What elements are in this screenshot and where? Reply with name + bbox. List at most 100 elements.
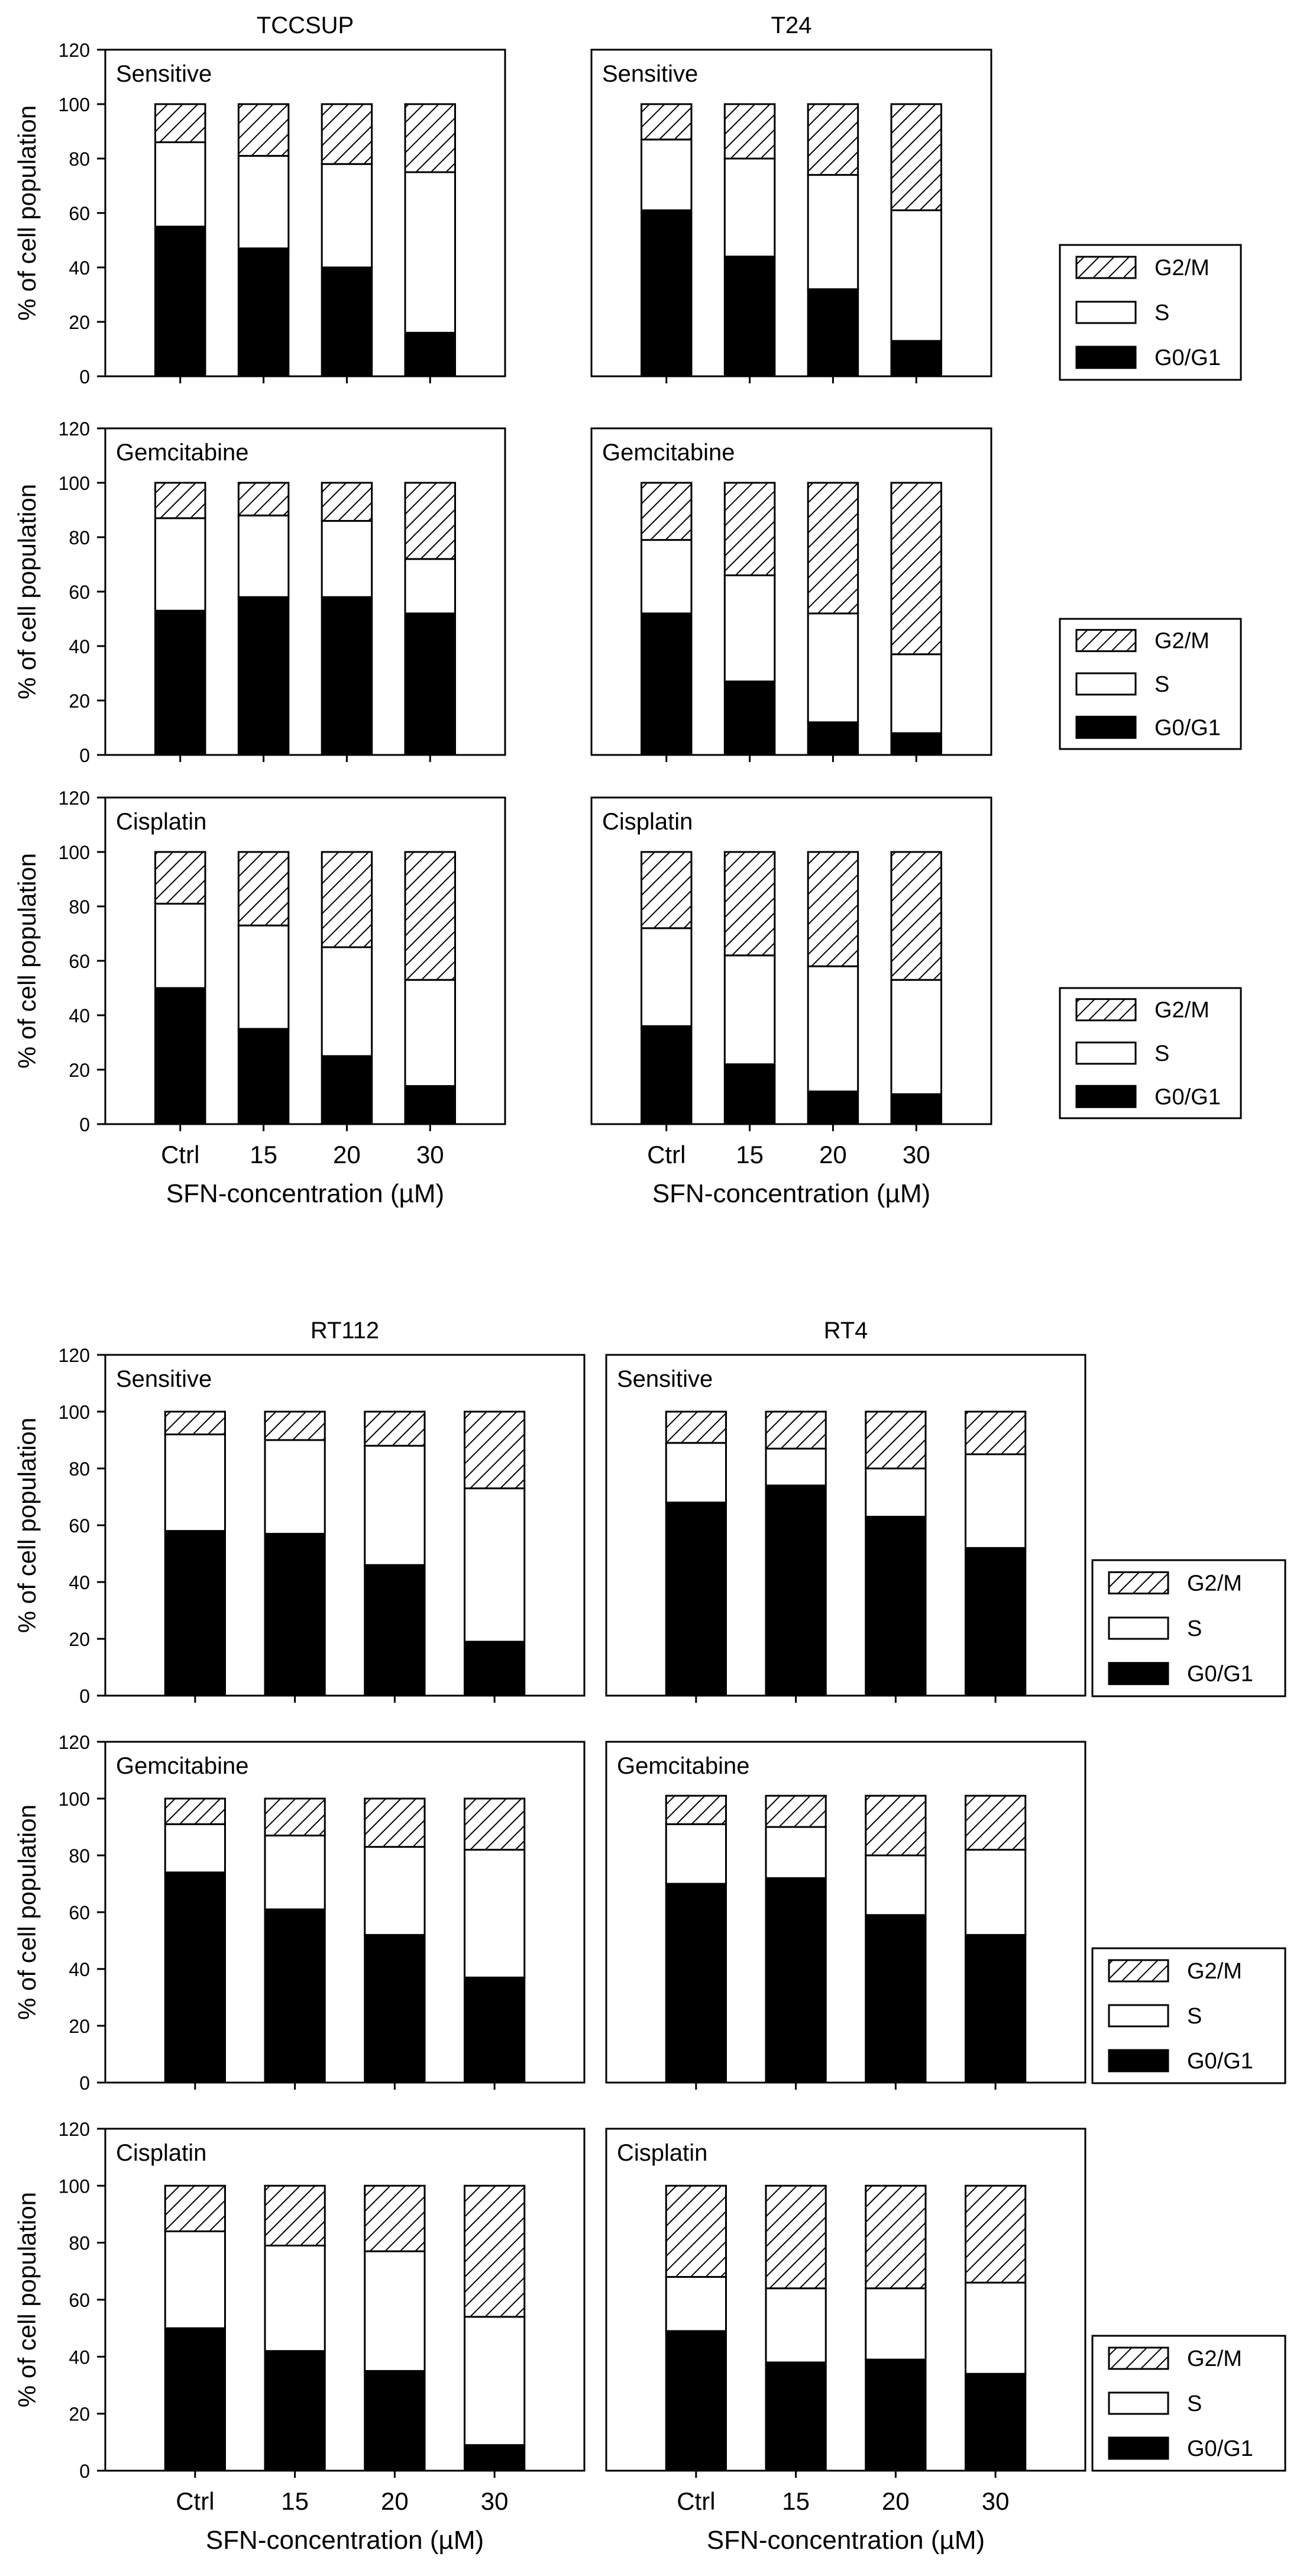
bar-s-15 [723, 954, 776, 1066]
y-tick-label: 20 [69, 1629, 90, 1650]
bar-s-30 [890, 979, 942, 1095]
bar-s-15 [237, 514, 290, 598]
y-tick-label: 60 [69, 203, 90, 224]
bar-s-30 [965, 1453, 1027, 1549]
bar-s-15 [723, 157, 776, 258]
bar-g0g1-15 [237, 1028, 290, 1125]
bar-g0g1-20 [321, 596, 373, 756]
y-tick-label: 60 [69, 2290, 90, 2311]
bar-g2m-20 [865, 1794, 927, 1857]
panel-4: Gemcitabine [590, 427, 992, 762]
bar-g0g1-30 [464, 2444, 526, 2472]
panel-label: Cisplatin [602, 809, 693, 835]
x-tick-label: 30 [982, 2487, 1010, 2515]
bar-s-30 [404, 171, 456, 334]
y-tick-label: 80 [69, 527, 90, 548]
legend-label: G2/M [1187, 2346, 1242, 2371]
bar-g2m-20 [865, 2184, 927, 2290]
y-tick-label: 40 [69, 1005, 90, 1026]
bar-s-20 [865, 2287, 927, 2361]
bar-g2m-15 [765, 1794, 827, 1828]
legend-label: G2/M [1155, 998, 1210, 1023]
legend-label: G0/G1 [1187, 2049, 1253, 2074]
bar-g2m-30 [464, 1797, 526, 1851]
bar-g2m-15 [723, 851, 776, 957]
bar-g0g1-ctrl [641, 209, 693, 377]
legend-label: S [1155, 301, 1169, 325]
legend-swatch-s [1075, 672, 1137, 696]
legend-label: S [1187, 1616, 1202, 1641]
bar-s-20 [364, 2250, 426, 2372]
x-tick-label: Ctrl [161, 1141, 199, 1168]
y-tick-label: 20 [69, 312, 90, 333]
bar-g0g1-20 [865, 1516, 927, 1697]
bar-s-20 [865, 1467, 927, 1518]
bar-g0g1-30 [890, 732, 942, 756]
y-tick-label: 20 [69, 690, 90, 712]
y-tick-label: 0 [79, 2073, 90, 2094]
y-tick-label: 0 [79, 366, 90, 388]
bar-g0g1-ctrl [665, 1883, 727, 2084]
bar-g2m-20 [321, 103, 373, 165]
bar-s-ctrl [641, 138, 693, 211]
bar-g2m-ctrl [665, 1410, 727, 1444]
y-tick-label: 100 [59, 94, 90, 115]
bar-g2m-ctrl [641, 851, 693, 929]
bar-g2m-20 [364, 1410, 426, 1447]
bar-g0g1-15 [237, 596, 290, 756]
legend-swatch-g0g1 [1075, 1084, 1137, 1108]
panel-label: Sensitive [116, 1366, 212, 1392]
column-title: RT112 [311, 1318, 379, 1344]
bar-g2m-30 [404, 103, 456, 173]
bar-g2m-20 [364, 1797, 426, 1848]
y-tick-label: 20 [69, 2404, 90, 2425]
y-axis-label: % of cell population [13, 484, 41, 699]
legend-label: G0/G1 [1187, 1662, 1253, 1687]
panel-5: Cisplatin 0 20 40 60 80 100 120 % of cell popula… [13, 787, 506, 1208]
bar-g2m-30 [965, 2184, 1027, 2284]
y-tick-label: 0 [79, 745, 90, 766]
plot-frame [590, 427, 992, 756]
bar-g0g1-20 [865, 1914, 927, 2084]
bar-s-30 [890, 209, 942, 342]
x-tick-label: 15 [736, 1141, 764, 1168]
plot-frame [605, 1354, 1086, 1697]
legend-swatch-s [1075, 1041, 1137, 1065]
bar-g0g1-30 [464, 1976, 526, 2084]
x-tick-label: 30 [903, 1141, 930, 1168]
y-tick-label: 80 [69, 149, 90, 170]
y-tick-label: 100 [59, 2175, 90, 2197]
y-tick-label: 80 [69, 2233, 90, 2254]
bar-g0g1-ctrl [154, 225, 206, 377]
panel-10: Gemcitabine [605, 1741, 1086, 2090]
bar-s-15 [264, 1834, 326, 1910]
panel-11: Cisplatin 0 20 40 60 80 100 120 % of cell popula… [13, 2119, 586, 2555]
bar-s-30 [464, 1487, 526, 1643]
y-tick-label: 60 [69, 1902, 90, 1923]
x-axis-label: SFN-concentration (µM) [206, 2526, 484, 2555]
panel-7: RT112 Sensitive 0 20 40 60 80 100 120 % of cell p… [13, 1318, 586, 1707]
y-axis-label: % of cell population [13, 2192, 41, 2407]
legend-swatch-s [1075, 301, 1137, 324]
bar-s-30 [464, 1848, 526, 1978]
bar-s-15 [264, 1439, 326, 1535]
bar-g0g1-ctrl [665, 2330, 727, 2472]
x-tick-label: 30 [416, 1141, 444, 1168]
bar-g0g1-30 [890, 1093, 942, 1125]
panel-6: Cisplatin Ctrl 15 20 30 SFN-concentration (µM… [590, 796, 992, 1208]
bar-s-20 [807, 612, 859, 724]
bar-s-20 [807, 965, 859, 1093]
bar-g0g1-20 [321, 1055, 373, 1125]
y-tick-label: 100 [59, 473, 90, 494]
bar-s-ctrl [665, 1442, 727, 1504]
x-tick-label: Ctrl [647, 1141, 685, 1168]
plot-frame [590, 49, 992, 377]
y-tick-label: 80 [69, 1845, 90, 1867]
panel-label: Gemcitabine [617, 1753, 750, 1779]
y-tick-label: 120 [59, 787, 90, 809]
legend-swatch-s [1108, 2004, 1169, 2028]
legend-label: G2/M [1187, 1571, 1242, 1596]
x-tick-label: Ctrl [176, 2487, 214, 2515]
x-tick-label: 30 [481, 2487, 509, 2515]
bar-g2m-ctrl [164, 1797, 226, 1825]
